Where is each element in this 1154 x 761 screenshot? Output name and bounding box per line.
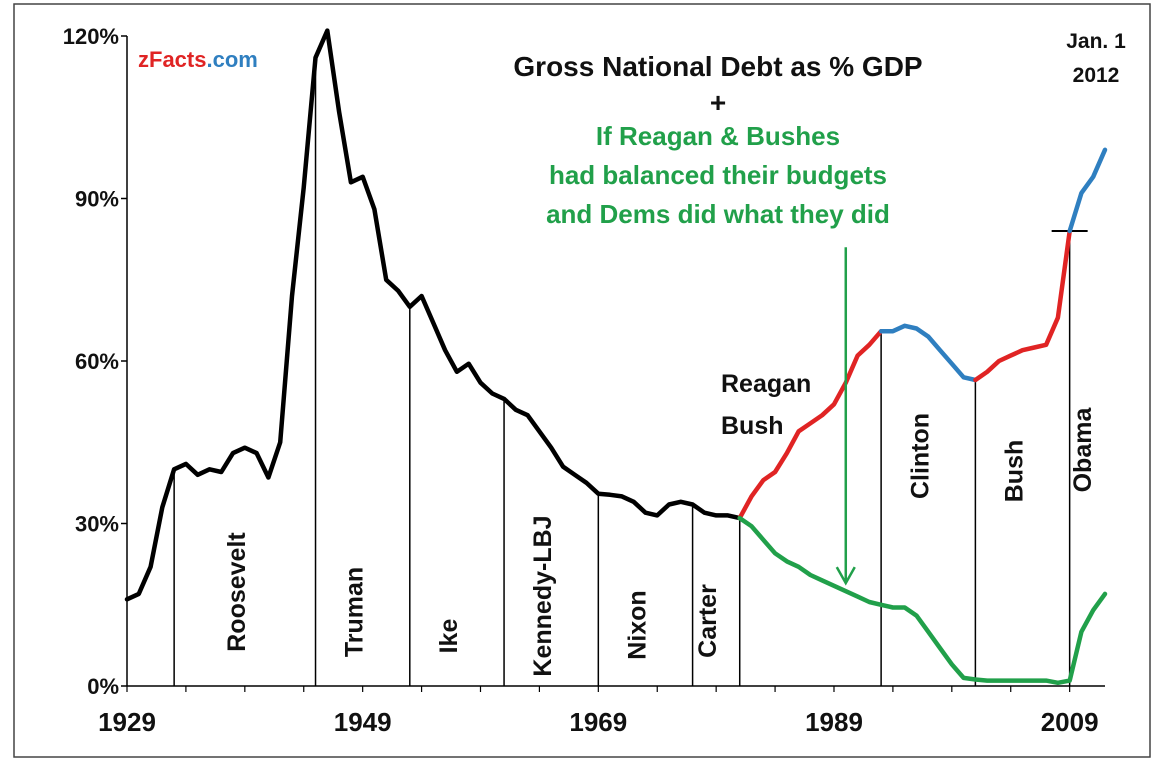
y-tick-label: 0% bbox=[87, 674, 119, 699]
date-line-2: 2012 bbox=[1073, 64, 1120, 87]
arrow-layer bbox=[835, 247, 856, 586]
era-label: Obama bbox=[1069, 407, 1097, 493]
era-label: Nixon bbox=[623, 590, 651, 659]
era-label: Kennedy-LBJ bbox=[529, 515, 557, 676]
series-line-1929-1981 bbox=[124, 28, 742, 602]
era-label: Roosevelt bbox=[223, 532, 251, 652]
x-tick-label: 1969 bbox=[569, 707, 627, 737]
y-tick-label: 90% bbox=[75, 187, 119, 212]
y-tick-label: 120% bbox=[63, 24, 119, 49]
era-label: Carter bbox=[694, 584, 722, 658]
y-tick-label: 60% bbox=[75, 349, 119, 374]
series-line-2009-2012 bbox=[1067, 147, 1108, 234]
reagan-bush-label: Bush bbox=[721, 412, 784, 440]
series-line-1981-1993 bbox=[737, 328, 884, 521]
subtitle-line-1: If Reagan & Bushes bbox=[596, 121, 840, 151]
era-label: Clinton bbox=[906, 413, 934, 499]
chart-title-plus: + bbox=[710, 87, 726, 118]
era-dividers bbox=[173, 57, 1088, 686]
era-label: Ike bbox=[435, 619, 463, 654]
arrow-head bbox=[835, 566, 856, 586]
date-line-1: Jan. 1 bbox=[1066, 30, 1126, 53]
x-tick-label: 1949 bbox=[334, 707, 392, 737]
subtitle-line-2: had balanced their budgets bbox=[549, 160, 887, 190]
chart-title: Gross National Debt as % GDP bbox=[513, 51, 922, 82]
series-layer bbox=[124, 28, 1108, 686]
chart-frame bbox=[13, 3, 1151, 758]
y-tick-label: 30% bbox=[75, 512, 119, 537]
brand-prefix: zFacts bbox=[138, 47, 206, 72]
era-label: Truman bbox=[341, 567, 369, 657]
series-line-1993-2001 bbox=[878, 323, 978, 383]
x-tick-label: 1929 bbox=[98, 707, 156, 737]
era-labels: Roosevelt Truman Ike Kennedy-LBJ Nixon Carter… bbox=[223, 407, 1097, 677]
x-tick-label: 1989 bbox=[805, 707, 863, 737]
reagan-label: Reagan bbox=[721, 370, 811, 398]
brand-suffix: .com bbox=[206, 47, 257, 72]
x-tick-label: 2009 bbox=[1041, 707, 1099, 737]
subtitle-line-3: and Dems did what they did bbox=[546, 199, 890, 229]
era-label: Bush bbox=[1001, 440, 1029, 503]
series-line-counterfactual bbox=[737, 515, 1108, 686]
axes: 0% 30% 60% 90% 120% 1929 1949 1969 1989 2009 bbox=[63, 24, 1105, 737]
brand-logo: zFacts.com bbox=[138, 47, 258, 72]
series-line-2001-2009 bbox=[973, 228, 1072, 383]
